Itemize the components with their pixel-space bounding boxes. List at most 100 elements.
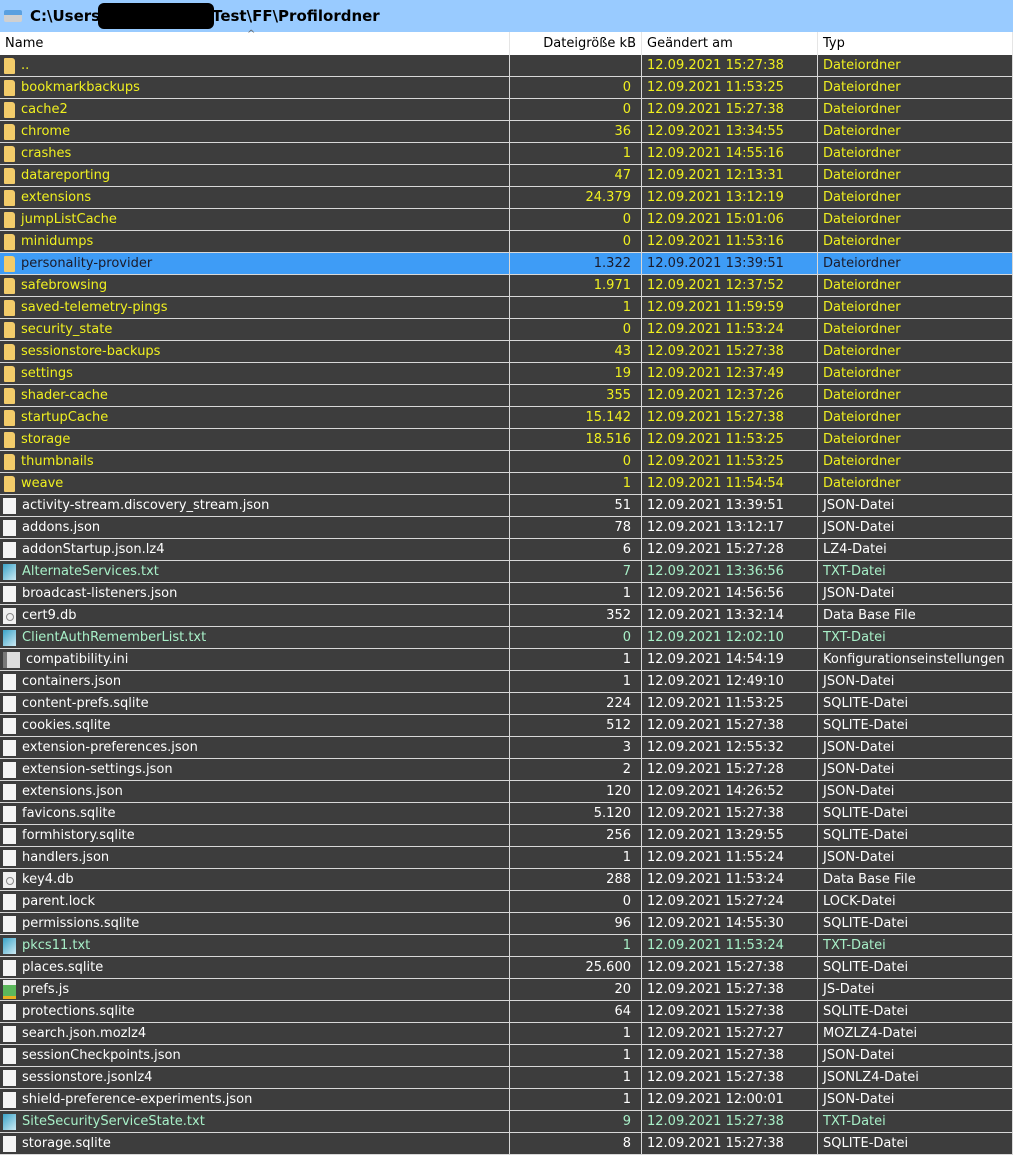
file-name: cert9.db (22, 608, 77, 623)
folder-row[interactable]: minidumps 0 12.09.2021 11:53:16 Dateiord… (0, 231, 1013, 253)
name-cell: sessionstore.jsonlz4 (0, 1067, 510, 1088)
file-row[interactable]: storage.sqlite 8 12.09.2021 15:27:38 SQL… (0, 1133, 1013, 1155)
file-row[interactable]: cookies.sqlite 512 12.09.2021 15:27:38 S… (0, 715, 1013, 737)
file-row[interactable]: activity-stream.discovery_stream.json 51… (0, 495, 1013, 517)
file-icon (3, 717, 16, 734)
file-name: sessionstore-backups (21, 344, 161, 359)
folder-row[interactable]: storage 18.516 12.09.2021 11:53:25 Datei… (0, 429, 1013, 451)
name-cell: handlers.json (0, 847, 510, 868)
file-row[interactable]: broadcast-listeners.json 1 12.09.2021 14… (0, 583, 1013, 605)
folder-row[interactable]: bookmarkbackups 0 12.09.2021 11:53:25 Da… (0, 77, 1013, 99)
folder-row[interactable]: startupCache 15.142 12.09.2021 15:27:38 … (0, 407, 1013, 429)
folder-row[interactable]: cache2 0 12.09.2021 15:27:38 Dateiordner (0, 99, 1013, 121)
folder-row[interactable]: sessionstore-backups 43 12.09.2021 15:27… (0, 341, 1013, 363)
folder-icon (4, 255, 15, 272)
file-row[interactable]: sessionstore.jsonlz4 1 12.09.2021 15:27:… (0, 1067, 1013, 1089)
file-row[interactable]: containers.json 1 12.09.2021 12:49:10 JS… (0, 671, 1013, 693)
folder-icon (4, 365, 15, 382)
file-row[interactable]: extension-preferences.json 3 12.09.2021 … (0, 737, 1013, 759)
size-cell: 6 (510, 539, 642, 560)
modified-cell: 12.09.2021 11:53:24 (642, 935, 818, 956)
file-row[interactable]: protections.sqlite 64 12.09.2021 15:27:3… (0, 1001, 1013, 1023)
modified-cell: 12.09.2021 12:37:49 (642, 363, 818, 384)
type-cell: Dateiordner (818, 363, 1013, 384)
modified-cell: 12.09.2021 14:56:56 (642, 583, 818, 604)
size-cell: 1 (510, 473, 642, 494)
file-name: cookies.sqlite (22, 718, 111, 733)
name-cell: broadcast-listeners.json (0, 583, 510, 604)
modified-cell: 12.09.2021 14:26:52 (642, 781, 818, 802)
file-row[interactable]: favicons.sqlite 5.120 12.09.2021 15:27:3… (0, 803, 1013, 825)
size-cell: 9 (510, 1111, 642, 1132)
folder-row[interactable]: datareporting 47 12.09.2021 12:13:31 Dat… (0, 165, 1013, 187)
file-row[interactable]: shield-preference-experiments.json 1 12.… (0, 1089, 1013, 1111)
file-name: cache2 (21, 102, 68, 117)
file-row[interactable]: sessionCheckpoints.json 1 12.09.2021 15:… (0, 1045, 1013, 1067)
file-row[interactable]: SiteSecurityServiceState.txt 9 12.09.202… (0, 1111, 1013, 1133)
folder-row[interactable]: saved-telemetry-pings 1 12.09.2021 11:59… (0, 297, 1013, 319)
file-row[interactable]: AlternateServices.txt 7 12.09.2021 13:36… (0, 561, 1013, 583)
file-row[interactable]: extension-settings.json 2 12.09.2021 15:… (0, 759, 1013, 781)
file-name: crashes (21, 146, 72, 161)
file-icon (3, 1003, 16, 1020)
type-cell: Data Base File (818, 605, 1013, 626)
file-row[interactable]: ClientAuthRememberList.txt 0 12.09.2021 … (0, 627, 1013, 649)
column-size[interactable]: Dateigröße kB (510, 32, 642, 55)
folder-row[interactable]: chrome 36 12.09.2021 13:34:55 Dateiordne… (0, 121, 1013, 143)
file-row[interactable]: permissions.sqlite 96 12.09.2021 14:55:3… (0, 913, 1013, 935)
type-cell: Dateiordner (818, 99, 1013, 120)
folder-row[interactable]: shader-cache 355 12.09.2021 12:37:26 Dat… (0, 385, 1013, 407)
file-row[interactable]: key4.db 288 12.09.2021 11:53:24 Data Bas… (0, 869, 1013, 891)
file-row[interactable]: places.sqlite 25.600 12.09.2021 15:27:38… (0, 957, 1013, 979)
file-row[interactable]: content-prefs.sqlite 224 12.09.2021 11:5… (0, 693, 1013, 715)
name-cell: saved-telemetry-pings (0, 297, 510, 318)
column-name[interactable]: Name (0, 32, 510, 55)
folder-icon (4, 79, 15, 96)
file-name: safebrowsing (21, 278, 108, 293)
folder-row[interactable]: crashes 1 12.09.2021 14:55:16 Dateiordne… (0, 143, 1013, 165)
type-cell: JSON-Datei (818, 847, 1013, 868)
folder-row[interactable]: safebrowsing 1.971 12.09.2021 12:37:52 D… (0, 275, 1013, 297)
type-cell: LOCK-Datei (818, 891, 1013, 912)
folder-row[interactable]: weave 1 12.09.2021 11:54:54 Dateiordner (0, 473, 1013, 495)
file-row[interactable]: extensions.json 120 12.09.2021 14:26:52 … (0, 781, 1013, 803)
file-row[interactable]: addonStartup.json.lz4 6 12.09.2021 15:27… (0, 539, 1013, 561)
column-modified[interactable]: Geändert am (642, 32, 818, 55)
folder-row[interactable]: security_state 0 12.09.2021 11:53:24 Dat… (0, 319, 1013, 341)
file-name: bookmarkbackups (21, 80, 140, 95)
name-cell: sessionstore-backups (0, 341, 510, 362)
folder-row[interactable]: personality-provider 1.322 12.09.2021 13… (0, 253, 1013, 275)
column-type[interactable]: Typ (818, 32, 1013, 55)
modified-cell: 12.09.2021 12:00:01 (642, 1089, 818, 1110)
file-name: formhistory.sqlite (22, 828, 135, 843)
folder-icon (4, 409, 15, 426)
sort-ascending-icon: ^ (247, 29, 256, 40)
file-row[interactable]: search.json.mozlz4 1 12.09.2021 15:27:27… (0, 1023, 1013, 1045)
file-row[interactable]: formhistory.sqlite 256 12.09.2021 13:29:… (0, 825, 1013, 847)
file-row[interactable]: cert9.db 352 12.09.2021 13:32:14 Data Ba… (0, 605, 1013, 627)
type-cell: Data Base File (818, 869, 1013, 890)
file-row[interactable]: parent.lock 0 12.09.2021 15:27:24 LOCK-D… (0, 891, 1013, 913)
size-cell: 1 (510, 297, 642, 318)
size-cell: 5.120 (510, 803, 642, 824)
modified-cell: 12.09.2021 11:53:25 (642, 451, 818, 472)
file-row[interactable]: addons.json 78 12.09.2021 13:12:17 JSON-… (0, 517, 1013, 539)
folder-row[interactable]: .. 12.09.2021 15:27:38 Dateiordner (0, 55, 1013, 77)
size-cell: 224 (510, 693, 642, 714)
file-row[interactable]: compatibility.ini 1 12.09.2021 14:54:19 … (0, 649, 1013, 671)
file-row[interactable]: prefs.js 20 12.09.2021 15:27:38 JS-Datei (0, 979, 1013, 1001)
text-file-icon (3, 1113, 16, 1130)
name-cell: .. (0, 55, 510, 76)
folder-icon (4, 475, 15, 492)
folder-row[interactable]: thumbnails 0 12.09.2021 11:53:25 Dateior… (0, 451, 1013, 473)
type-cell: Dateiordner (818, 121, 1013, 142)
folder-row[interactable]: settings 19 12.09.2021 12:37:49 Dateiord… (0, 363, 1013, 385)
name-cell: shield-preference-experiments.json (0, 1089, 510, 1110)
size-cell: 1 (510, 1089, 642, 1110)
folder-row[interactable]: extensions 24.379 12.09.2021 13:12:19 Da… (0, 187, 1013, 209)
file-name: extension-settings.json (22, 762, 173, 777)
name-cell: key4.db (0, 869, 510, 890)
file-row[interactable]: pkcs11.txt 1 12.09.2021 11:53:24 TXT-Dat… (0, 935, 1013, 957)
folder-row[interactable]: jumpListCache 0 12.09.2021 15:01:06 Date… (0, 209, 1013, 231)
file-row[interactable]: handlers.json 1 12.09.2021 11:55:24 JSON… (0, 847, 1013, 869)
